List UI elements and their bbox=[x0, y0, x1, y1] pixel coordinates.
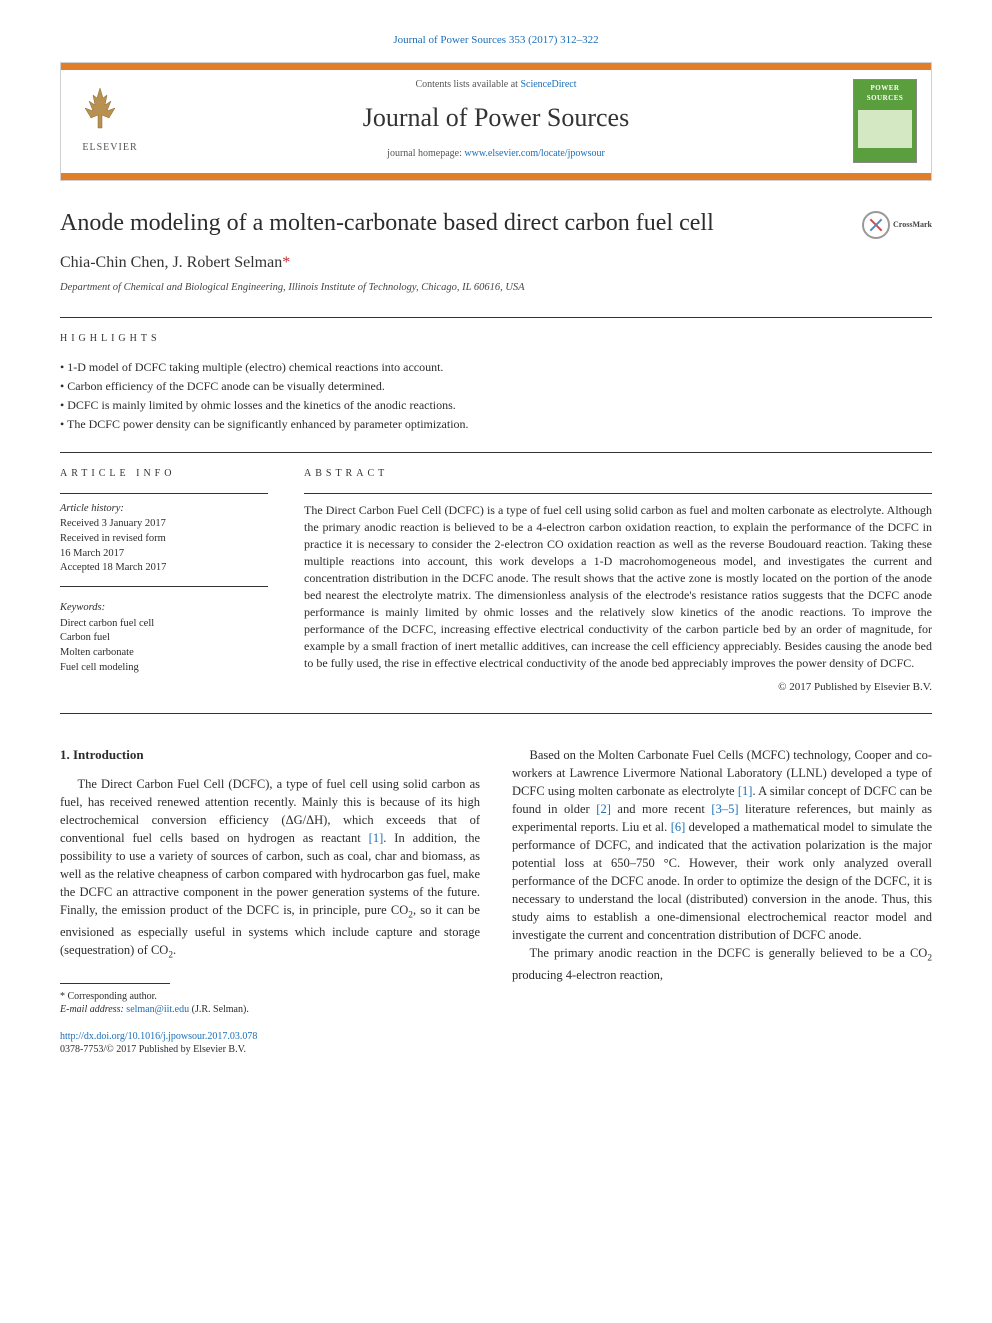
corresponding-marker: * bbox=[282, 254, 290, 271]
abstract-label: ABSTRACT bbox=[304, 467, 932, 481]
highlight-item: The DCFC power density can be significan… bbox=[60, 415, 932, 434]
highlights-list: 1-D model of DCFC taking multiple (elect… bbox=[60, 358, 932, 433]
keyword: Molten carbonate bbox=[60, 646, 268, 661]
article-info-column: ARTICLE INFO Article history: Received 3… bbox=[60, 453, 268, 696]
history-line: Received in revised form bbox=[60, 532, 268, 547]
highlights-block: 1-D model of DCFC taking multiple (elect… bbox=[60, 358, 932, 433]
divider bbox=[60, 713, 932, 714]
history-header: Article history: bbox=[60, 502, 268, 517]
journal-cover-thumbnail: POWER SOURCES bbox=[853, 79, 917, 163]
highlight-item: DCFC is mainly limited by ohmic losses a… bbox=[60, 396, 932, 415]
journal-header: ELSEVIER POWER SOURCES Contents lists av… bbox=[60, 62, 932, 180]
author-email-link[interactable]: selman@iit.edu bbox=[126, 1004, 189, 1015]
crossmark-label: CrossMark bbox=[893, 219, 932, 230]
footnote-block: * Corresponding author. E-mail address: … bbox=[60, 990, 480, 1016]
homepage-line: journal homepage: www.elsevier.com/locat… bbox=[61, 147, 931, 173]
body-text: The primary anodic reaction in the DCFC … bbox=[530, 946, 928, 960]
history-line: Accepted 18 March 2017 bbox=[60, 561, 268, 576]
abstract-text: The Direct Carbon Fuel Cell (DCFC) is a … bbox=[304, 502, 932, 672]
email-suffix: (J.R. Selman). bbox=[189, 1004, 249, 1015]
header-top-bar bbox=[61, 63, 931, 70]
highlight-item: Carbon efficiency of the DCFC anode can … bbox=[60, 377, 932, 396]
affiliation: Department of Chemical and Biological En… bbox=[60, 281, 932, 296]
contents-line: Contents lists available at ScienceDirec… bbox=[61, 70, 931, 96]
keywords-header: Keywords: bbox=[60, 601, 268, 616]
body-text: producing 4-electron reaction, bbox=[512, 968, 663, 982]
body-paragraph: The primary anodic reaction in the DCFC … bbox=[512, 944, 932, 984]
history-line: 16 March 2017 bbox=[60, 547, 268, 562]
body-column-left: 1. Introduction The Direct Carbon Fuel C… bbox=[60, 746, 480, 1015]
elsevier-logo: ELSEVIER bbox=[75, 83, 145, 163]
divider bbox=[60, 586, 268, 587]
article-title: Anode modeling of a molten-carbonate bas… bbox=[60, 207, 850, 241]
article-info-block: Article history: Received 3 January 2017… bbox=[60, 502, 268, 676]
keyword: Carbon fuel bbox=[60, 631, 268, 646]
body-two-column: 1. Introduction The Direct Carbon Fuel C… bbox=[60, 746, 932, 1015]
citation-ref[interactable]: [2] bbox=[596, 802, 611, 816]
footnote-divider bbox=[60, 983, 170, 984]
email-label: E-mail address: bbox=[60, 1004, 126, 1015]
body-column-right: Based on the Molten Carbonate Fuel Cells… bbox=[512, 746, 932, 1015]
citation-bar: Journal of Power Sources 353 (2017) 312–… bbox=[60, 30, 932, 48]
highlights-label: HIGHLIGHTS bbox=[60, 332, 932, 346]
footer-block: http://dx.doi.org/10.1016/j.jpowsour.201… bbox=[60, 1030, 932, 1057]
contents-prefix: Contents lists available at bbox=[415, 79, 520, 90]
issn-copyright: 0378-7753/© 2017 Published by Elsevier B… bbox=[60, 1043, 932, 1057]
divider bbox=[304, 493, 932, 494]
info-abstract-row: ARTICLE INFO Article history: Received 3… bbox=[60, 453, 932, 696]
article-info-label: ARTICLE INFO bbox=[60, 467, 268, 481]
header-bottom-bar bbox=[61, 173, 931, 180]
body-text: and more recent bbox=[611, 802, 712, 816]
crossmark-badge[interactable]: CrossMark bbox=[862, 211, 932, 239]
elsevier-tree-icon bbox=[75, 83, 125, 133]
keyword: Fuel cell modeling bbox=[60, 661, 268, 676]
highlight-item: 1-D model of DCFC taking multiple (elect… bbox=[60, 358, 932, 377]
homepage-link[interactable]: www.elsevier.com/locate/jpowsour bbox=[464, 148, 604, 159]
cover-title: POWER SOURCES bbox=[854, 80, 916, 104]
abstract-copyright: © 2017 Published by Elsevier B.V. bbox=[304, 680, 932, 695]
divider bbox=[60, 317, 932, 318]
keyword: Direct carbon fuel cell bbox=[60, 617, 268, 632]
author-names: Chia-Chin Chen, J. Robert Selman bbox=[60, 254, 282, 271]
title-row: Anode modeling of a molten-carbonate bas… bbox=[60, 207, 932, 241]
corresponding-author-note: * Corresponding author. bbox=[60, 990, 480, 1003]
sciencedirect-link[interactable]: ScienceDirect bbox=[520, 79, 576, 90]
doi-link[interactable]: http://dx.doi.org/10.1016/j.jpowsour.201… bbox=[60, 1031, 257, 1042]
divider bbox=[60, 493, 268, 494]
elsevier-label: ELSEVIER bbox=[75, 141, 145, 155]
citation-ref[interactable]: [3–5] bbox=[711, 802, 738, 816]
citation-ref[interactable]: [6] bbox=[671, 820, 686, 834]
crossmark-icon bbox=[862, 211, 890, 239]
body-paragraph: Based on the Molten Carbonate Fuel Cells… bbox=[512, 746, 932, 944]
body-text: . bbox=[173, 943, 176, 957]
cover-image-placeholder bbox=[858, 110, 912, 148]
email-line: E-mail address: selman@iit.edu (J.R. Sel… bbox=[60, 1003, 480, 1016]
authors: Chia-Chin Chen, J. Robert Selman* bbox=[60, 252, 932, 274]
history-line: Received 3 January 2017 bbox=[60, 517, 268, 532]
citation-ref[interactable]: [1] bbox=[738, 784, 753, 798]
citation-ref[interactable]: [1] bbox=[369, 831, 384, 845]
citation-link[interactable]: Journal of Power Sources 353 (2017) 312–… bbox=[393, 34, 598, 46]
body-paragraph: The Direct Carbon Fuel Cell (DCFC), a ty… bbox=[60, 775, 480, 963]
abstract-column: ABSTRACT The Direct Carbon Fuel Cell (DC… bbox=[304, 453, 932, 696]
section-heading: 1. Introduction bbox=[60, 746, 480, 764]
journal-name: Journal of Power Sources bbox=[61, 96, 931, 146]
homepage-prefix: journal homepage: bbox=[387, 148, 464, 159]
body-text: developed a mathematical model to simula… bbox=[512, 820, 932, 942]
